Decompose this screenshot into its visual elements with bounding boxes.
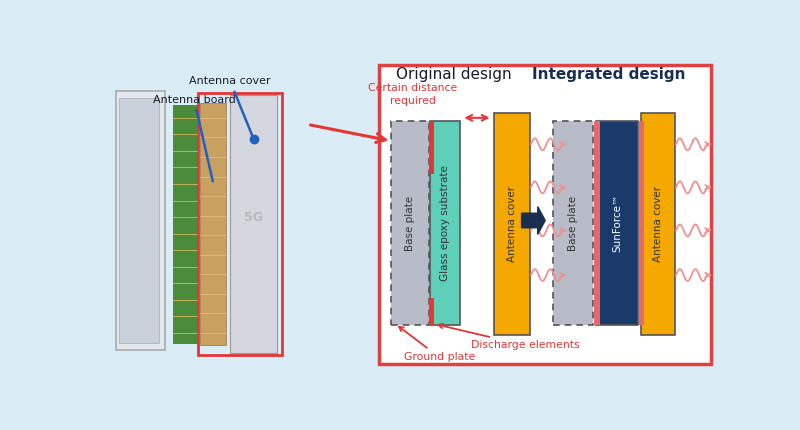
Bar	[430, 121, 460, 325]
Bar	[641, 113, 674, 335]
Bar	[494, 113, 530, 335]
Bar	[596, 121, 638, 325]
Text: Integrated design: Integrated design	[532, 67, 685, 82]
Text: Discharge elements: Discharge elements	[438, 324, 579, 350]
Bar	[230, 95, 277, 353]
Text: Antenna cover: Antenna cover	[506, 186, 517, 262]
Text: Base plate: Base plate	[405, 195, 415, 251]
FancyBboxPatch shape	[379, 65, 710, 365]
Text: SunForce™: SunForce™	[612, 194, 622, 252]
Text: Antenna board: Antenna board	[153, 95, 235, 181]
Text: Antenna cover: Antenna cover	[190, 77, 271, 137]
Text: Original design: Original design	[395, 67, 511, 82]
Bar	[553, 121, 593, 325]
FancyBboxPatch shape	[115, 91, 165, 350]
Text: Glass epoxy substrate: Glass epoxy substrate	[440, 165, 450, 281]
Text: Base plate: Base plate	[568, 195, 578, 251]
Bar	[391, 121, 429, 325]
Bar	[429, 121, 434, 174]
FancyBboxPatch shape	[118, 98, 159, 343]
Text: required: required	[390, 96, 436, 106]
Bar	[173, 104, 197, 343]
Text: Antenna cover: Antenna cover	[653, 186, 662, 262]
Bar	[429, 298, 434, 325]
Text: 5G: 5G	[244, 211, 263, 224]
Bar	[198, 93, 282, 355]
Bar	[594, 121, 600, 325]
Bar	[201, 103, 226, 344]
Text: Ground plate: Ground plate	[399, 327, 475, 362]
Bar	[638, 121, 644, 325]
Polygon shape	[522, 206, 545, 234]
Text: Certain distance: Certain distance	[369, 83, 458, 93]
